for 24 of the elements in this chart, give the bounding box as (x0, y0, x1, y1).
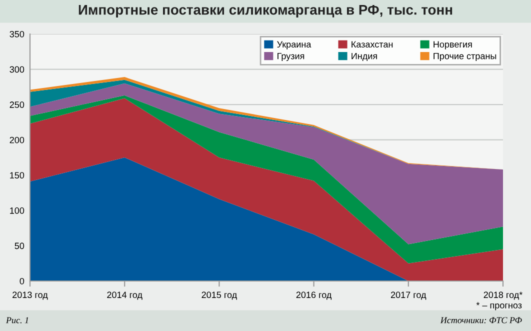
legend-label: Грузия (278, 52, 304, 62)
chart-title: Импортные поставки силикомарганца в РФ, тыс. тонн (78, 4, 452, 18)
x-tick-label: 2016 год (296, 292, 332, 300)
y-tick-label: 250 (10, 102, 24, 108)
x-tick-label: 2014 год (107, 292, 142, 300)
x-tick-label: 2015 год (202, 292, 237, 300)
legend-label: Украина (277, 41, 312, 50)
x-tick-label: 2017 год (390, 292, 426, 300)
y-tick-label: 100 (10, 207, 24, 214)
y-tick-label: 350 (10, 30, 24, 38)
text: Рис. 1 (6, 317, 28, 324)
legend-label: Индия (352, 52, 377, 61)
y-tick-label: 50 (14, 242, 24, 250)
legend-label: Казахстан (352, 41, 393, 48)
y-tick-label: 200 (10, 136, 24, 144)
x-tick-label: 2013 год (12, 292, 48, 300)
text: Источники: ФТС РФ (440, 317, 522, 324)
y-tick-label: 0 (20, 278, 24, 284)
y-tick-label: 150 (10, 172, 24, 179)
text: * – прогноз (476, 302, 522, 310)
y-tick-label: 300 (10, 66, 24, 73)
legend-label: Прочие страны (434, 52, 496, 62)
legend-label: Норвегия (434, 41, 472, 50)
x-tick-label: 2018 год* (484, 292, 522, 300)
